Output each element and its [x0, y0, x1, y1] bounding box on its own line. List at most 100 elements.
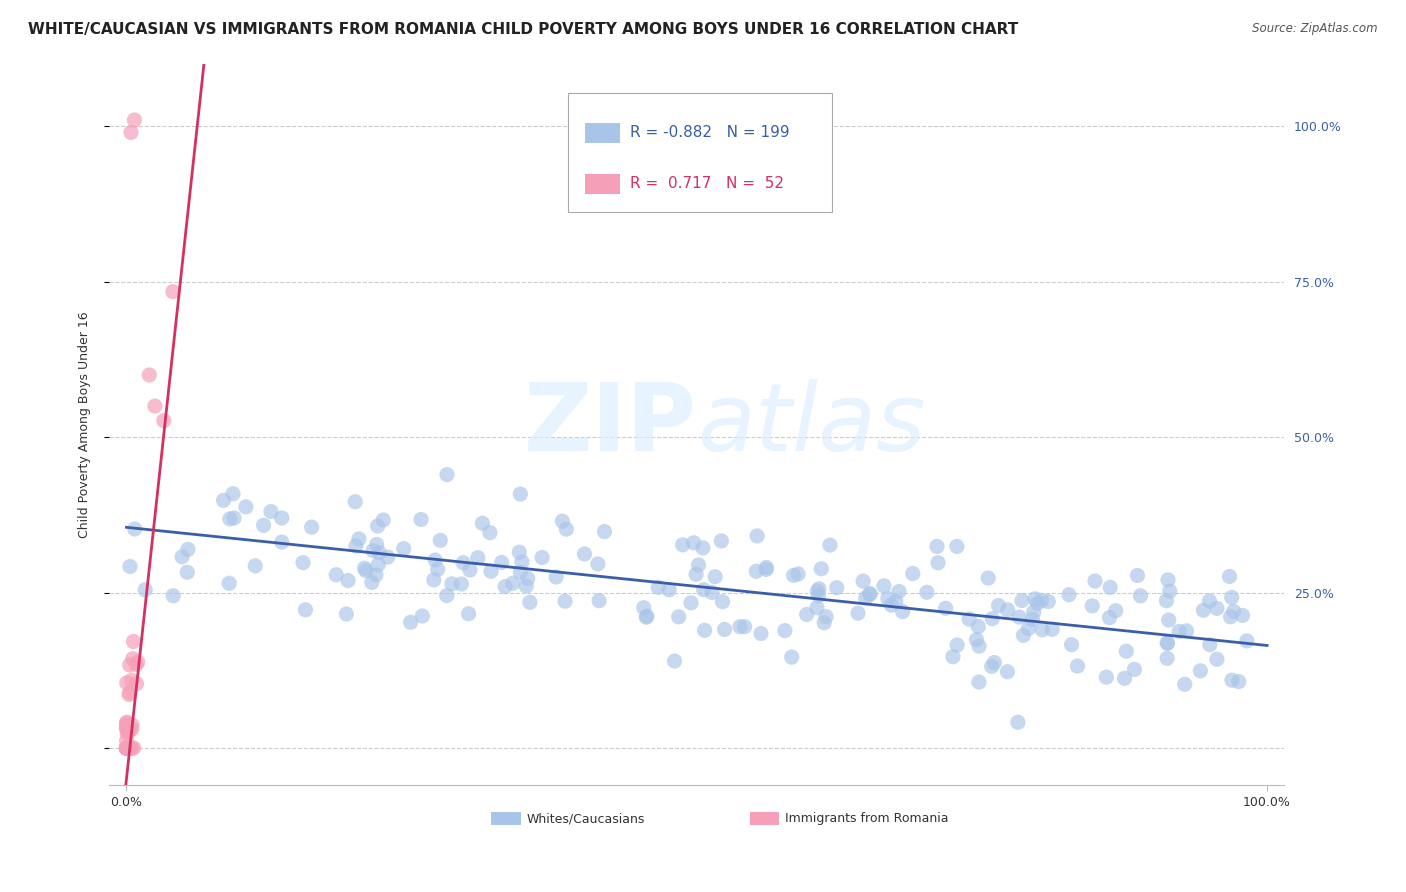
Point [636, 610, 658, 624]
Point [807, 589, 830, 603]
Point [115, 716, 138, 731]
Point [409, 512, 432, 526]
Point [177, 542, 200, 557]
Point [685, 567, 707, 582]
Point [745, 564, 768, 578]
Point [1218, 569, 1240, 583]
Point [983, 656, 1005, 670]
Point [252, 518, 274, 533]
Point [347, 532, 370, 546]
Point [510, 555, 533, 569]
Point [423, 573, 446, 587]
Point [115, 741, 138, 756]
Point [859, 587, 882, 601]
Point [977, 571, 1000, 585]
Point [679, 596, 702, 610]
Point [1220, 591, 1243, 605]
Point [1084, 574, 1107, 588]
Point [502, 576, 524, 591]
Point [115, 719, 138, 733]
Point [1123, 663, 1146, 677]
Point [115, 741, 138, 756]
Point [1038, 594, 1060, 608]
Point [927, 556, 949, 570]
Point [925, 540, 948, 554]
Point [1222, 604, 1244, 618]
Text: Immigrants from Romania: Immigrants from Romania [785, 812, 949, 825]
Point [377, 550, 399, 565]
Point [1175, 624, 1198, 638]
Point [162, 285, 184, 299]
Point [942, 649, 965, 664]
Point [884, 594, 907, 608]
Point [121, 722, 143, 736]
Point [987, 599, 1010, 613]
Point [392, 541, 415, 556]
Point [515, 579, 537, 593]
Point [1021, 613, 1043, 627]
Point [1156, 636, 1178, 650]
Point [1026, 597, 1049, 611]
Point [411, 609, 433, 624]
Point [873, 579, 896, 593]
Point [361, 543, 384, 558]
Point [115, 741, 138, 756]
Text: ZIP: ZIP [524, 379, 697, 471]
Point [815, 609, 838, 624]
Point [588, 593, 610, 607]
Text: Source: ZipAtlas.com: Source: ZipAtlas.com [1253, 22, 1378, 36]
Point [825, 581, 848, 595]
Point [546, 570, 568, 584]
Point [915, 585, 938, 599]
Point [367, 519, 389, 533]
Point [946, 638, 969, 652]
Point [1011, 593, 1033, 607]
Point [218, 576, 240, 591]
Point [728, 620, 751, 634]
Point [117, 741, 139, 756]
Point [212, 493, 235, 508]
Point [115, 741, 138, 756]
Point [118, 559, 141, 574]
Point [1066, 659, 1088, 673]
Point [1008, 610, 1031, 624]
Point [218, 512, 240, 526]
Text: atlas: atlas [697, 379, 925, 470]
FancyBboxPatch shape [491, 812, 520, 825]
Point [1099, 580, 1122, 594]
Point [700, 585, 723, 599]
Point [1232, 608, 1254, 623]
Point [997, 665, 1019, 679]
Point [967, 675, 990, 690]
Point [1156, 593, 1178, 607]
Point [176, 566, 198, 580]
Point [270, 535, 292, 549]
Point [734, 620, 756, 634]
Point [115, 741, 138, 756]
Point [125, 676, 148, 690]
Point [162, 589, 184, 603]
Point [692, 541, 714, 555]
Point [1024, 591, 1046, 606]
Point [574, 547, 596, 561]
Point [1159, 584, 1181, 599]
Point [636, 609, 658, 624]
FancyBboxPatch shape [585, 123, 620, 144]
Point [124, 113, 146, 128]
Point [479, 564, 502, 578]
Point [354, 564, 377, 578]
Point [429, 533, 451, 548]
Point [134, 582, 156, 597]
Point [755, 562, 778, 576]
Point [508, 545, 530, 559]
Point [124, 522, 146, 536]
Text: R =  0.717   N =  52: R = 0.717 N = 52 [630, 176, 783, 191]
Point [704, 570, 727, 584]
Point [806, 600, 828, 615]
Point [633, 600, 655, 615]
Point [115, 722, 138, 736]
Point [325, 567, 347, 582]
Point [901, 566, 924, 581]
Point [711, 595, 734, 609]
Point [118, 724, 141, 739]
